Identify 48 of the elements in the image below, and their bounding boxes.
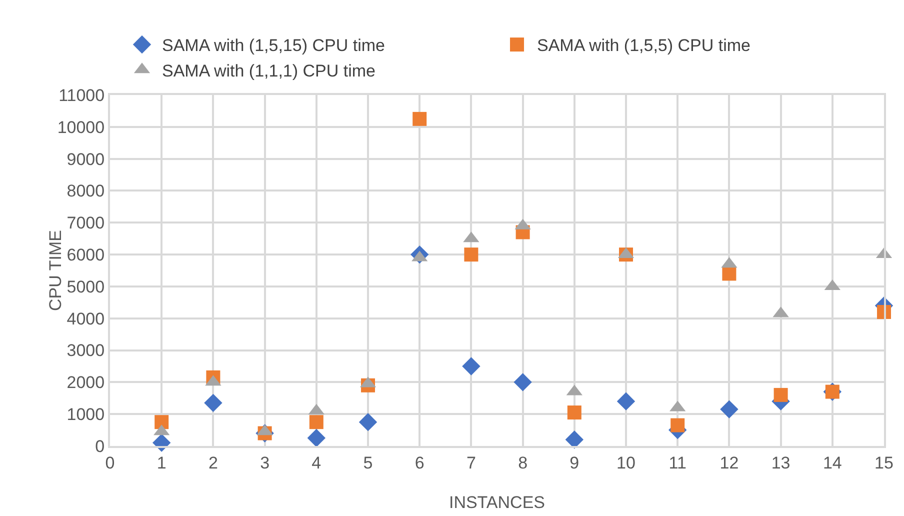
x-axis-title: INSTANCES (448, 493, 546, 512)
x-tick-label: 9 (570, 453, 580, 472)
legend-label: SAMA with (1,1,1) CPU time (162, 61, 376, 80)
y-tick-label: 4000 (66, 309, 105, 328)
y-tick-label: 0 (95, 436, 105, 456)
point (567, 406, 582, 420)
x-tick-label: 11 (668, 453, 686, 472)
y-tick-label: 7000 (66, 214, 105, 233)
y-axis-title: CPU TIME (46, 230, 65, 311)
x-tick-label: 4 (312, 453, 322, 472)
x-tick-label: 7 (466, 453, 476, 472)
legend-label: SAMA with (1,5,5) CPU time (537, 36, 751, 56)
y-tick-label: 6000 (66, 246, 105, 264)
point (565, 430, 584, 449)
x-tick-label: 10 (616, 453, 636, 472)
y-tick-label: 5000 (66, 277, 105, 296)
y-tick-label: 11000 (58, 86, 105, 105)
legend-label: SAMA with (1,5,15) CPU time (162, 36, 385, 56)
point (358, 412, 378, 432)
y-tick-label: 8000 (66, 182, 105, 201)
y-tick-label: 9000 (66, 150, 105, 169)
x-tick-label: 1 (156, 453, 166, 472)
point (720, 400, 738, 418)
point (670, 418, 685, 432)
x-tick-label: 15 (874, 453, 894, 472)
point (774, 388, 788, 402)
y-tick-label: 2000 (66, 373, 105, 392)
point (462, 357, 480, 376)
point (616, 392, 636, 410)
point (412, 112, 427, 126)
x-tick-label: 14 (822, 453, 842, 472)
point (722, 266, 736, 281)
x-tick-label: 6 (414, 453, 424, 472)
x-tick-label: 12 (720, 453, 739, 472)
x-tick-label: 3 (260, 453, 270, 472)
x-tick-label: 13 (771, 453, 790, 472)
x-tick-label: 8 (518, 453, 528, 472)
y-tick-label: 1000 (66, 405, 105, 424)
x-tick-label: 5 (363, 453, 373, 472)
point (309, 415, 324, 430)
point (307, 428, 326, 448)
y-tick-label: 3000 (66, 341, 105, 360)
point (154, 415, 169, 430)
y-tick-label: 10000 (57, 118, 105, 137)
point (204, 394, 222, 412)
point (464, 248, 478, 262)
x-tick-label: 2 (208, 453, 218, 472)
point (514, 373, 532, 392)
